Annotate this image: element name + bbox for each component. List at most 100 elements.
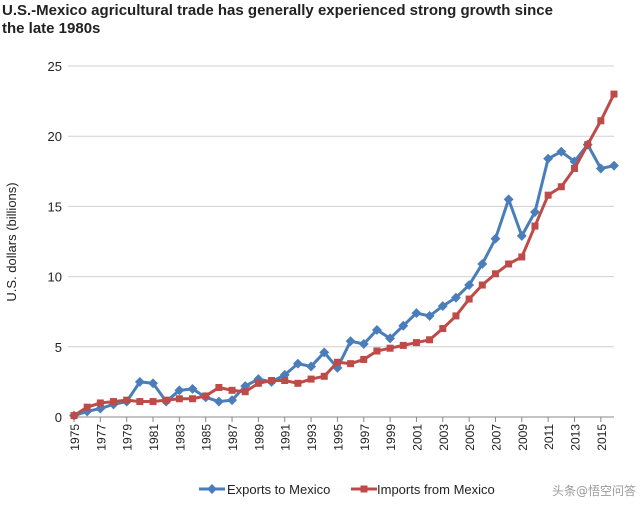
point-imports-from-mexico-1985 — [202, 392, 210, 400]
point-exports-to-mexico-1999 — [385, 333, 396, 344]
point-imports-from-mexico-1982 — [162, 396, 170, 404]
point-imports-from-mexico-2008 — [505, 260, 513, 268]
point-exports-to-mexico-1997 — [358, 339, 369, 349]
point-imports-from-mexico-1975 — [70, 412, 78, 420]
point-imports-from-mexico-2001 — [412, 339, 420, 347]
point-imports-from-mexico-2013 — [570, 164, 578, 172]
point-exports-to-mexico-1981 — [148, 378, 158, 389]
point-exports-to-mexico-2003 — [437, 301, 448, 312]
x-tick-1999: 1999 — [384, 424, 398, 451]
x-tick-2005: 2005 — [463, 424, 477, 451]
x-tick-2015: 2015 — [595, 424, 609, 451]
point-exports-to-mexico-2002 — [424, 310, 435, 321]
point-imports-from-mexico-1994 — [320, 372, 328, 380]
x-tick-1985: 1985 — [200, 424, 214, 451]
point-exports-to-mexico-2015 — [595, 163, 606, 174]
point-exports-to-mexico-1996 — [345, 336, 356, 347]
point-imports-from-mexico-1981 — [149, 398, 157, 406]
point-imports-from-mexico-2010 — [531, 222, 539, 230]
point-exports-to-mexico-2009 — [516, 230, 527, 241]
point-exports-to-mexico-1994 — [319, 347, 330, 358]
point-imports-from-mexico-2006 — [478, 281, 486, 289]
x-tick-2009: 2009 — [516, 424, 530, 451]
x-tick-1979: 1979 — [121, 424, 135, 451]
point-exports-to-mexico-2000 — [398, 320, 409, 331]
point-imports-from-mexico-2012 — [557, 183, 565, 191]
y-tick-0: 0 — [55, 410, 62, 425]
point-exports-to-mexico-1987 — [227, 395, 237, 406]
point-imports-from-mexico-2005 — [465, 295, 473, 303]
x-tick-2003: 2003 — [437, 424, 451, 451]
point-imports-from-mexico-1988 — [241, 388, 249, 396]
chart-title-line-1: U.S.-Mexico agricultural trade has gener… — [2, 2, 553, 19]
x-tick-1997: 1997 — [358, 424, 372, 451]
point-imports-from-mexico-1996 — [347, 360, 355, 368]
point-imports-from-mexico-1999 — [386, 344, 394, 352]
point-imports-from-mexico-1997 — [360, 355, 368, 363]
point-exports-to-mexico-2006 — [477, 259, 488, 269]
series-group — [69, 90, 619, 421]
point-imports-from-mexico-1978 — [110, 398, 118, 406]
point-exports-to-mexico-2007 — [490, 233, 501, 244]
series-line-exports-to-mexico — [73, 143, 615, 418]
point-exports-to-mexico-2001 — [411, 308, 422, 319]
point-exports-to-mexico-1984 — [187, 383, 198, 394]
legend-exports-marker — [207, 484, 217, 494]
point-imports-from-mexico-2009 — [518, 253, 526, 261]
x-tick-1977: 1977 — [94, 424, 108, 451]
point-exports-to-mexico-2005 — [464, 280, 475, 290]
legend-exports-label: Exports to Mexico — [227, 482, 330, 497]
x-tick-labels: 1975 1977 1979 1981 1983 1985 1987 1989 1991 1993… — [68, 417, 609, 451]
x-tick-1983: 1983 — [173, 424, 187, 451]
chart-title-line-2: the late 1980s — [2, 20, 100, 37]
point-exports-to-mexico-2004 — [451, 292, 461, 303]
point-exports-to-mexico-1986 — [213, 396, 224, 407]
point-imports-from-mexico-1991 — [281, 376, 289, 384]
x-tick-2001: 2001 — [410, 424, 424, 451]
point-exports-to-mexico-2011 — [543, 153, 554, 164]
point-exports-to-mexico-1993 — [306, 361, 317, 372]
x-tick-2013: 2013 — [568, 424, 582, 451]
point-imports-from-mexico-2004 — [452, 312, 460, 320]
x-tick-2011: 2011 — [542, 424, 556, 450]
y-axis-label: U.S. dollars (billions) — [4, 182, 19, 301]
point-imports-from-mexico-2011 — [544, 191, 552, 199]
y-tick-20: 20 — [48, 129, 62, 144]
x-tick-1991: 1991 — [279, 424, 293, 451]
legend-imports-marker — [360, 485, 368, 493]
point-imports-from-mexico-1995 — [333, 358, 341, 366]
point-imports-from-mexico-2015 — [597, 117, 605, 125]
point-imports-from-mexico-2000 — [399, 341, 407, 349]
point-imports-from-mexico-1977 — [96, 399, 104, 407]
point-exports-to-mexico-2010 — [530, 207, 540, 217]
point-imports-from-mexico-1990 — [268, 376, 276, 384]
watermark: 头条@悟空问答 — [552, 483, 636, 498]
point-imports-from-mexico-2016 — [610, 90, 618, 98]
point-imports-from-mexico-2014 — [584, 141, 592, 149]
point-exports-to-mexico-2016 — [609, 160, 619, 171]
legend: Exports to Mexico Imports from Mexico — [199, 482, 495, 497]
y-tick-10: 10 — [48, 270, 62, 285]
y-tick-15: 15 — [48, 199, 62, 214]
point-exports-to-mexico-2008 — [503, 194, 514, 205]
y-tick-25: 25 — [48, 59, 62, 74]
point-imports-from-mexico-1986 — [215, 384, 223, 392]
x-tick-1989: 1989 — [252, 424, 266, 451]
point-imports-from-mexico-2003 — [439, 325, 447, 333]
point-imports-from-mexico-1984 — [189, 395, 197, 403]
legend-item-exports: Exports to Mexico — [199, 482, 330, 497]
x-tick-1993: 1993 — [305, 424, 319, 451]
point-imports-from-mexico-1983 — [175, 395, 183, 403]
point-imports-from-mexico-1993 — [307, 375, 315, 383]
y-tick-labels: 0 5 10 15 20 25 — [48, 59, 62, 425]
point-exports-to-mexico-1983 — [174, 385, 185, 396]
y-tick-5: 5 — [55, 340, 62, 355]
point-imports-from-mexico-1979 — [123, 396, 131, 404]
point-imports-from-mexico-1980 — [136, 398, 144, 406]
point-exports-to-mexico-1980 — [134, 376, 145, 387]
point-exports-to-mexico-1998 — [371, 325, 382, 335]
x-tick-1975: 1975 — [68, 424, 82, 451]
x-tick-1981: 1981 — [147, 424, 161, 451]
legend-item-imports: Imports from Mexico — [351, 482, 495, 497]
